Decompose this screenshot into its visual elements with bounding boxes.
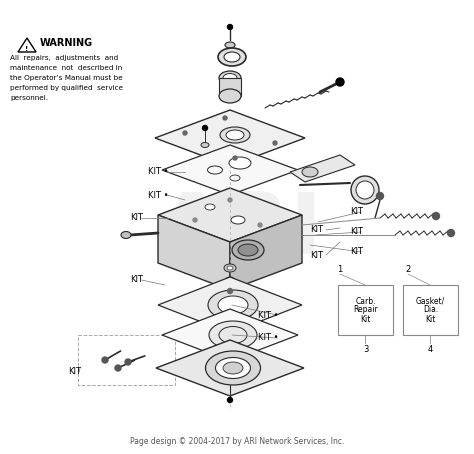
Text: Gasket/: Gasket/ [416, 296, 445, 306]
Circle shape [223, 116, 227, 120]
Text: KIT: KIT [350, 207, 363, 217]
Ellipse shape [231, 216, 245, 224]
Circle shape [432, 212, 439, 219]
Ellipse shape [218, 48, 246, 66]
Ellipse shape [238, 244, 258, 256]
Bar [219, 78, 241, 96]
Text: KIT: KIT [130, 213, 143, 222]
Ellipse shape [226, 130, 244, 140]
Polygon shape [158, 215, 230, 290]
Polygon shape [156, 340, 304, 396]
Text: Dia.: Dia. [423, 306, 438, 315]
Circle shape [228, 198, 232, 202]
Ellipse shape [216, 357, 250, 379]
Text: Kit: Kit [360, 315, 371, 324]
Ellipse shape [205, 204, 215, 210]
Text: KIT: KIT [68, 367, 81, 376]
Text: Carb.: Carb. [355, 296, 376, 306]
Circle shape [183, 131, 187, 135]
Ellipse shape [229, 157, 251, 169]
Text: !: ! [26, 46, 28, 52]
Ellipse shape [227, 266, 233, 270]
Polygon shape [290, 155, 355, 182]
Ellipse shape [206, 351, 261, 385]
Text: performed by qualified  service: performed by qualified service [10, 85, 123, 91]
Circle shape [202, 125, 208, 130]
Text: KIT •: KIT • [148, 168, 168, 177]
Circle shape [376, 192, 383, 199]
Ellipse shape [121, 232, 131, 238]
Text: 2: 2 [405, 266, 410, 275]
Ellipse shape [232, 240, 264, 260]
Circle shape [258, 223, 262, 227]
Text: Repair: Repair [353, 306, 378, 315]
Polygon shape [230, 215, 302, 290]
Text: All  repairs,  adjustments  and: All repairs, adjustments and [10, 55, 118, 61]
Polygon shape [18, 38, 36, 52]
Text: Kit: Kit [425, 315, 436, 324]
Text: personnel.: personnel. [10, 95, 48, 101]
Bar [338, 285, 393, 335]
Text: maintenance  not  described in: maintenance not described in [10, 65, 122, 71]
Ellipse shape [224, 264, 236, 272]
Circle shape [228, 25, 233, 30]
Text: KIT: KIT [310, 251, 323, 260]
Circle shape [228, 288, 233, 293]
Ellipse shape [356, 181, 374, 199]
Ellipse shape [225, 42, 235, 48]
Text: WARNING: WARNING [40, 38, 93, 48]
Ellipse shape [226, 277, 235, 283]
Polygon shape [162, 145, 298, 195]
Circle shape [233, 156, 237, 160]
Ellipse shape [209, 321, 257, 349]
Ellipse shape [218, 296, 248, 314]
Polygon shape [158, 277, 302, 333]
Text: KIT •: KIT • [258, 311, 279, 320]
Ellipse shape [223, 74, 237, 83]
Ellipse shape [219, 71, 241, 85]
Circle shape [273, 141, 277, 145]
Text: KIT: KIT [130, 276, 143, 285]
Ellipse shape [302, 167, 318, 177]
Text: Page design © 2004-2017 by ARI Network Services, Inc.: Page design © 2004-2017 by ARI Network S… [130, 438, 344, 446]
Text: ARI: ARI [157, 188, 323, 271]
Circle shape [125, 359, 131, 365]
Text: the Operator’s Manual must be: the Operator’s Manual must be [10, 75, 123, 81]
Text: 3: 3 [363, 345, 368, 354]
Ellipse shape [224, 52, 240, 62]
Ellipse shape [219, 89, 241, 103]
Circle shape [336, 78, 344, 86]
Text: KIT: KIT [350, 227, 363, 237]
Polygon shape [155, 110, 305, 166]
Polygon shape [162, 309, 298, 361]
Ellipse shape [223, 362, 243, 374]
Text: 1: 1 [337, 266, 343, 275]
Circle shape [115, 365, 121, 371]
Ellipse shape [351, 176, 379, 204]
Circle shape [447, 230, 455, 237]
Circle shape [102, 357, 108, 363]
Text: KIT: KIT [310, 226, 323, 235]
Ellipse shape [208, 290, 258, 320]
Bar [403, 285, 458, 335]
Circle shape [228, 398, 233, 403]
Text: 4: 4 [428, 345, 433, 354]
Polygon shape [158, 188, 302, 242]
Ellipse shape [201, 143, 209, 148]
Text: KIT •: KIT • [148, 191, 168, 199]
Text: KIT: KIT [350, 247, 363, 257]
Text: KIT •: KIT • [258, 334, 279, 342]
Circle shape [193, 218, 197, 222]
Ellipse shape [220, 127, 250, 143]
